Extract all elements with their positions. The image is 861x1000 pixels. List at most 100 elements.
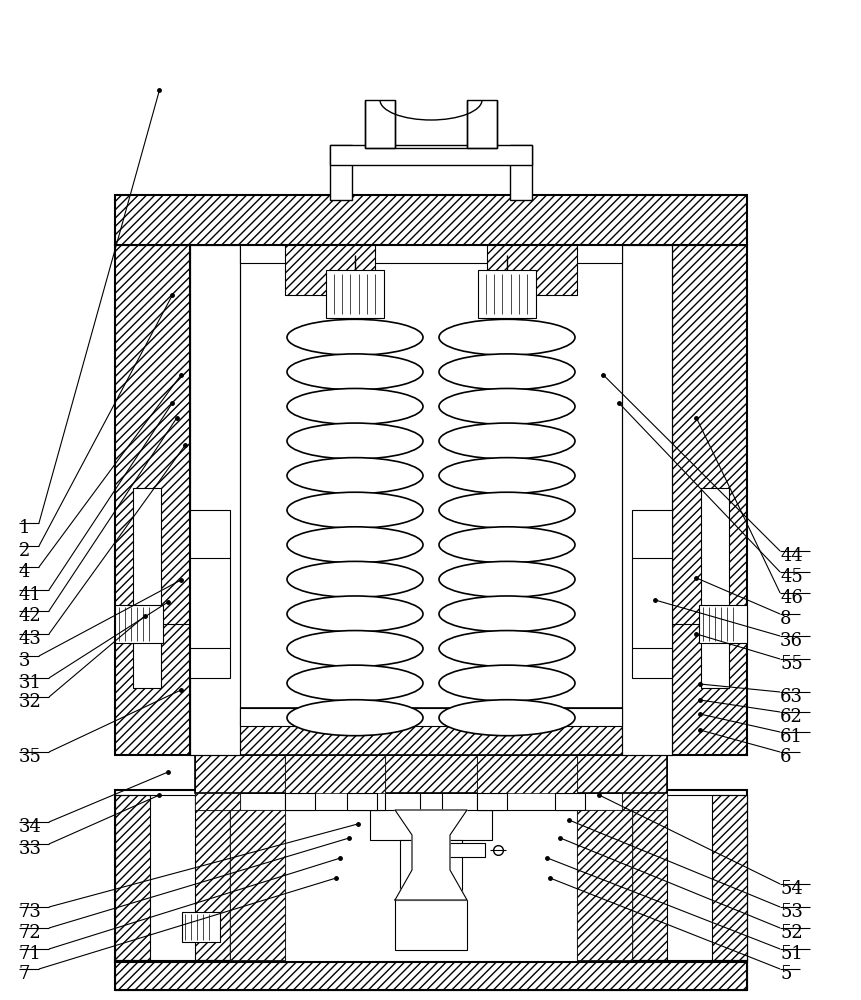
- Ellipse shape: [438, 492, 574, 528]
- Text: 8: 8: [779, 610, 790, 628]
- Text: 32: 32: [19, 693, 42, 711]
- Bar: [195, 755, 666, 793]
- Text: 71: 71: [19, 945, 42, 963]
- Bar: [700, 488, 728, 688]
- Bar: [698, 605, 746, 643]
- Text: 36: 36: [779, 632, 802, 650]
- Text: 61: 61: [779, 728, 802, 746]
- Bar: [115, 960, 746, 990]
- Bar: [189, 245, 239, 755]
- Bar: [631, 510, 672, 678]
- Bar: [330, 145, 351, 200]
- Text: 5: 5: [779, 965, 790, 983]
- Ellipse shape: [287, 596, 423, 632]
- Ellipse shape: [287, 561, 423, 597]
- Bar: [285, 245, 375, 295]
- Ellipse shape: [438, 388, 574, 424]
- Text: 31: 31: [19, 674, 42, 692]
- Ellipse shape: [287, 423, 423, 459]
- Ellipse shape: [287, 527, 423, 563]
- Bar: [622, 793, 666, 810]
- Ellipse shape: [287, 354, 423, 390]
- Bar: [115, 195, 746, 245]
- Ellipse shape: [438, 631, 574, 667]
- Text: 42: 42: [19, 607, 41, 625]
- Text: 43: 43: [19, 630, 42, 648]
- Polygon shape: [394, 810, 467, 900]
- Ellipse shape: [438, 458, 574, 494]
- Bar: [239, 708, 622, 726]
- Text: 53: 53: [779, 903, 802, 921]
- Bar: [554, 793, 585, 810]
- Text: 1: 1: [19, 519, 30, 537]
- Bar: [347, 793, 376, 810]
- Text: 73: 73: [19, 903, 42, 921]
- Bar: [325, 270, 383, 318]
- Bar: [400, 840, 419, 900]
- Bar: [230, 810, 285, 960]
- Bar: [115, 795, 150, 960]
- Bar: [478, 270, 536, 318]
- Bar: [189, 245, 239, 755]
- Ellipse shape: [438, 596, 574, 632]
- Bar: [115, 960, 746, 990]
- Text: 44: 44: [779, 547, 802, 565]
- Ellipse shape: [438, 527, 574, 563]
- Bar: [133, 488, 161, 688]
- Bar: [115, 790, 746, 962]
- Bar: [115, 245, 189, 755]
- Ellipse shape: [287, 388, 423, 424]
- Bar: [189, 708, 672, 755]
- Text: 72: 72: [19, 924, 41, 942]
- Bar: [369, 810, 492, 840]
- Text: 2: 2: [19, 542, 30, 560]
- Bar: [486, 245, 576, 295]
- Bar: [182, 912, 220, 942]
- Bar: [364, 100, 394, 148]
- Bar: [195, 793, 239, 810]
- Bar: [330, 145, 531, 165]
- Text: 45: 45: [779, 568, 802, 586]
- Bar: [467, 100, 497, 148]
- Bar: [631, 795, 746, 960]
- Text: 34: 34: [19, 818, 42, 836]
- Bar: [239, 245, 622, 263]
- Bar: [439, 843, 485, 857]
- Text: 55: 55: [779, 655, 802, 673]
- Bar: [622, 793, 666, 810]
- Bar: [442, 840, 461, 900]
- Text: 6: 6: [779, 748, 790, 766]
- Bar: [285, 755, 385, 810]
- Bar: [510, 145, 531, 200]
- Text: 63: 63: [779, 688, 802, 706]
- Text: 41: 41: [19, 586, 42, 604]
- Text: 62: 62: [779, 708, 802, 726]
- Text: 52: 52: [779, 924, 802, 942]
- Text: 3: 3: [19, 652, 30, 670]
- Bar: [631, 795, 666, 960]
- Text: 33: 33: [19, 840, 42, 858]
- Text: 7: 7: [19, 965, 30, 983]
- Bar: [115, 795, 150, 960]
- Ellipse shape: [287, 665, 423, 701]
- Ellipse shape: [438, 700, 574, 736]
- Ellipse shape: [438, 561, 574, 597]
- Bar: [285, 793, 314, 810]
- Ellipse shape: [287, 319, 423, 355]
- Bar: [711, 795, 746, 960]
- Bar: [195, 795, 230, 960]
- Bar: [711, 795, 746, 960]
- Ellipse shape: [287, 458, 423, 494]
- Bar: [285, 755, 385, 793]
- Bar: [486, 245, 576, 295]
- Bar: [476, 755, 576, 793]
- Ellipse shape: [438, 423, 574, 459]
- Bar: [476, 793, 506, 810]
- Bar: [189, 510, 230, 678]
- Bar: [115, 605, 163, 643]
- Bar: [195, 755, 666, 793]
- Bar: [576, 810, 631, 960]
- Bar: [115, 195, 746, 245]
- Text: 46: 46: [779, 589, 802, 607]
- Bar: [230, 810, 285, 960]
